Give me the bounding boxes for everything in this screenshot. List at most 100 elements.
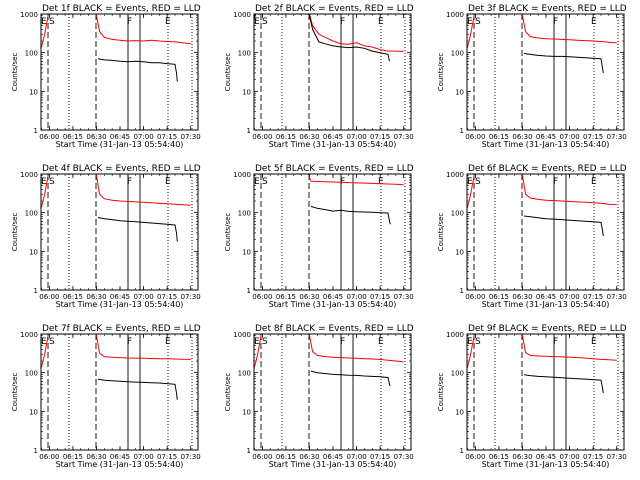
x-tick-label: 06:00: [252, 453, 272, 461]
marker-annotation: E: [378, 337, 384, 347]
x-tick-label: 06:30: [299, 453, 319, 461]
marker-annotation: E: [591, 177, 597, 187]
x-tick-label: 07:30: [181, 453, 201, 461]
y-tick-label: 100: [25, 370, 38, 378]
panel-title: Det 8f BLACK = Events, RED = LLD: [255, 324, 414, 334]
panel-title: Det 5f BLACK = Events, RED = LLD: [255, 164, 414, 174]
plot-frame: [40, 333, 199, 451]
marker-annotation: E: [165, 177, 171, 187]
marker-annotation: S: [475, 17, 481, 27]
marker-annotation: E: [591, 17, 597, 27]
x-axis-label: Start Time (31-Jan-13 05:54:40): [482, 140, 610, 149]
panel-det-6: Det 6f BLACK = Events, RED = LLD Counts/s…: [437, 164, 627, 309]
plot-frame: [253, 333, 412, 451]
x-axis-label: Start Time (31-Jan-13 05:54:40): [269, 460, 397, 469]
x-tick-label: 07:00: [133, 293, 153, 301]
x-tick-label: 06:45: [323, 293, 343, 301]
plot-frame: [253, 173, 412, 291]
plot-frame: [40, 13, 199, 131]
y-tick-label: 10: [455, 248, 464, 256]
y-tick-label: 1: [460, 287, 464, 295]
y-tick-label: 100: [25, 50, 38, 58]
x-axis-label: Start Time (31-Jan-13 05:54:40): [482, 460, 610, 469]
y-tick-label: 100: [451, 370, 464, 378]
y-tick-label: 10: [455, 88, 464, 96]
marker-annotation: F: [553, 17, 558, 27]
x-tick-label: 07:15: [583, 293, 603, 301]
marker-annotation: F: [127, 17, 132, 27]
marker-annotation: E: [165, 337, 171, 347]
y-tick-label: 1: [34, 287, 38, 295]
x-tick-label: 06:45: [536, 453, 556, 461]
marker-annotation: E: [467, 337, 473, 347]
series-line-lld: [308, 174, 404, 186]
marker-annotation: E: [41, 177, 47, 187]
x-tick-label: 07:30: [607, 133, 627, 141]
x-tick-label: 06:15: [489, 453, 509, 461]
x-tick-label: 07:15: [370, 133, 390, 141]
marker-annotation: F: [127, 177, 132, 187]
marker-annotation: S: [262, 177, 268, 187]
y-tick-label: 1000: [20, 171, 38, 179]
x-tick-label: 07:15: [370, 293, 390, 301]
x-tick-label: 07:00: [346, 293, 366, 301]
marker-annotation: E: [254, 17, 260, 27]
x-tick-label: 06:00: [39, 293, 59, 301]
x-tick-label: 07:00: [346, 133, 366, 141]
x-tick-label: 06:00: [252, 133, 272, 141]
x-axis-label: Start Time (31-Jan-13 05:54:40): [56, 140, 184, 149]
y-axis-label: Counts/sec: [437, 53, 445, 92]
y-tick-label: 10: [242, 88, 251, 96]
y-tick-label: 10: [242, 408, 251, 416]
y-tick-label: 1000: [20, 11, 38, 19]
marker-annotation: S: [262, 337, 268, 347]
y-tick-label: 1: [34, 447, 38, 455]
marker-annotation: E: [378, 17, 384, 27]
x-tick-label: 06:00: [39, 133, 59, 141]
x-tick-label: 06:15: [276, 293, 296, 301]
x-tick-label: 06:15: [63, 133, 83, 141]
y-tick-label: 1000: [233, 331, 251, 339]
x-tick-label: 07:30: [181, 133, 201, 141]
x-tick-label: 06:00: [252, 293, 272, 301]
x-tick-label: 07:15: [157, 293, 177, 301]
y-tick-label: 100: [25, 210, 38, 218]
x-tick-label: 07:30: [607, 293, 627, 301]
y-tick-label: 10: [29, 408, 38, 416]
x-tick-label: 06:00: [465, 133, 485, 141]
y-tick-label: 1: [247, 447, 251, 455]
series-line-events: [310, 370, 391, 387]
series-line-events: [97, 217, 178, 242]
marker-annotation: F: [553, 337, 558, 347]
plot-frame: [466, 333, 625, 451]
x-tick-label: 06:45: [536, 133, 556, 141]
series-line-events: [523, 215, 604, 236]
series-line-lld: [467, 334, 617, 369]
x-tick-label: 06:30: [299, 133, 319, 141]
x-tick-label: 07:30: [394, 293, 414, 301]
marker-annotation: E: [467, 17, 473, 27]
marker-annotation: F: [553, 177, 558, 187]
y-axis-label: Counts/sec: [437, 373, 445, 412]
x-tick-label: 07:00: [133, 453, 153, 461]
x-axis-label: Start Time (31-Jan-13 05:54:40): [269, 140, 397, 149]
panel-det-2: Det 2f BLACK = Events, RED = LLD Counts/s…: [224, 4, 414, 149]
y-tick-label: 1: [247, 287, 251, 295]
y-tick-label: 100: [238, 210, 251, 218]
y-tick-label: 1000: [233, 11, 251, 19]
x-tick-label: 06:30: [86, 293, 106, 301]
marker-annotation: E: [254, 337, 260, 347]
marker-annotation: F: [340, 17, 345, 27]
panel-title: Det 3f BLACK = Events, RED = LLD: [468, 4, 627, 14]
panel-det-4: Det 4f BLACK = Events, RED = LLD Counts/s…: [11, 164, 201, 309]
y-axis-label: Counts/sec: [11, 373, 19, 412]
marker-annotation: E: [467, 177, 473, 187]
series-line-events: [523, 374, 604, 393]
x-tick-label: 07:00: [559, 453, 579, 461]
y-tick-label: 100: [238, 50, 251, 58]
y-tick-label: 10: [455, 408, 464, 416]
y-tick-label: 1: [34, 127, 38, 135]
series-line-events: [310, 205, 391, 225]
y-tick-label: 10: [29, 248, 38, 256]
